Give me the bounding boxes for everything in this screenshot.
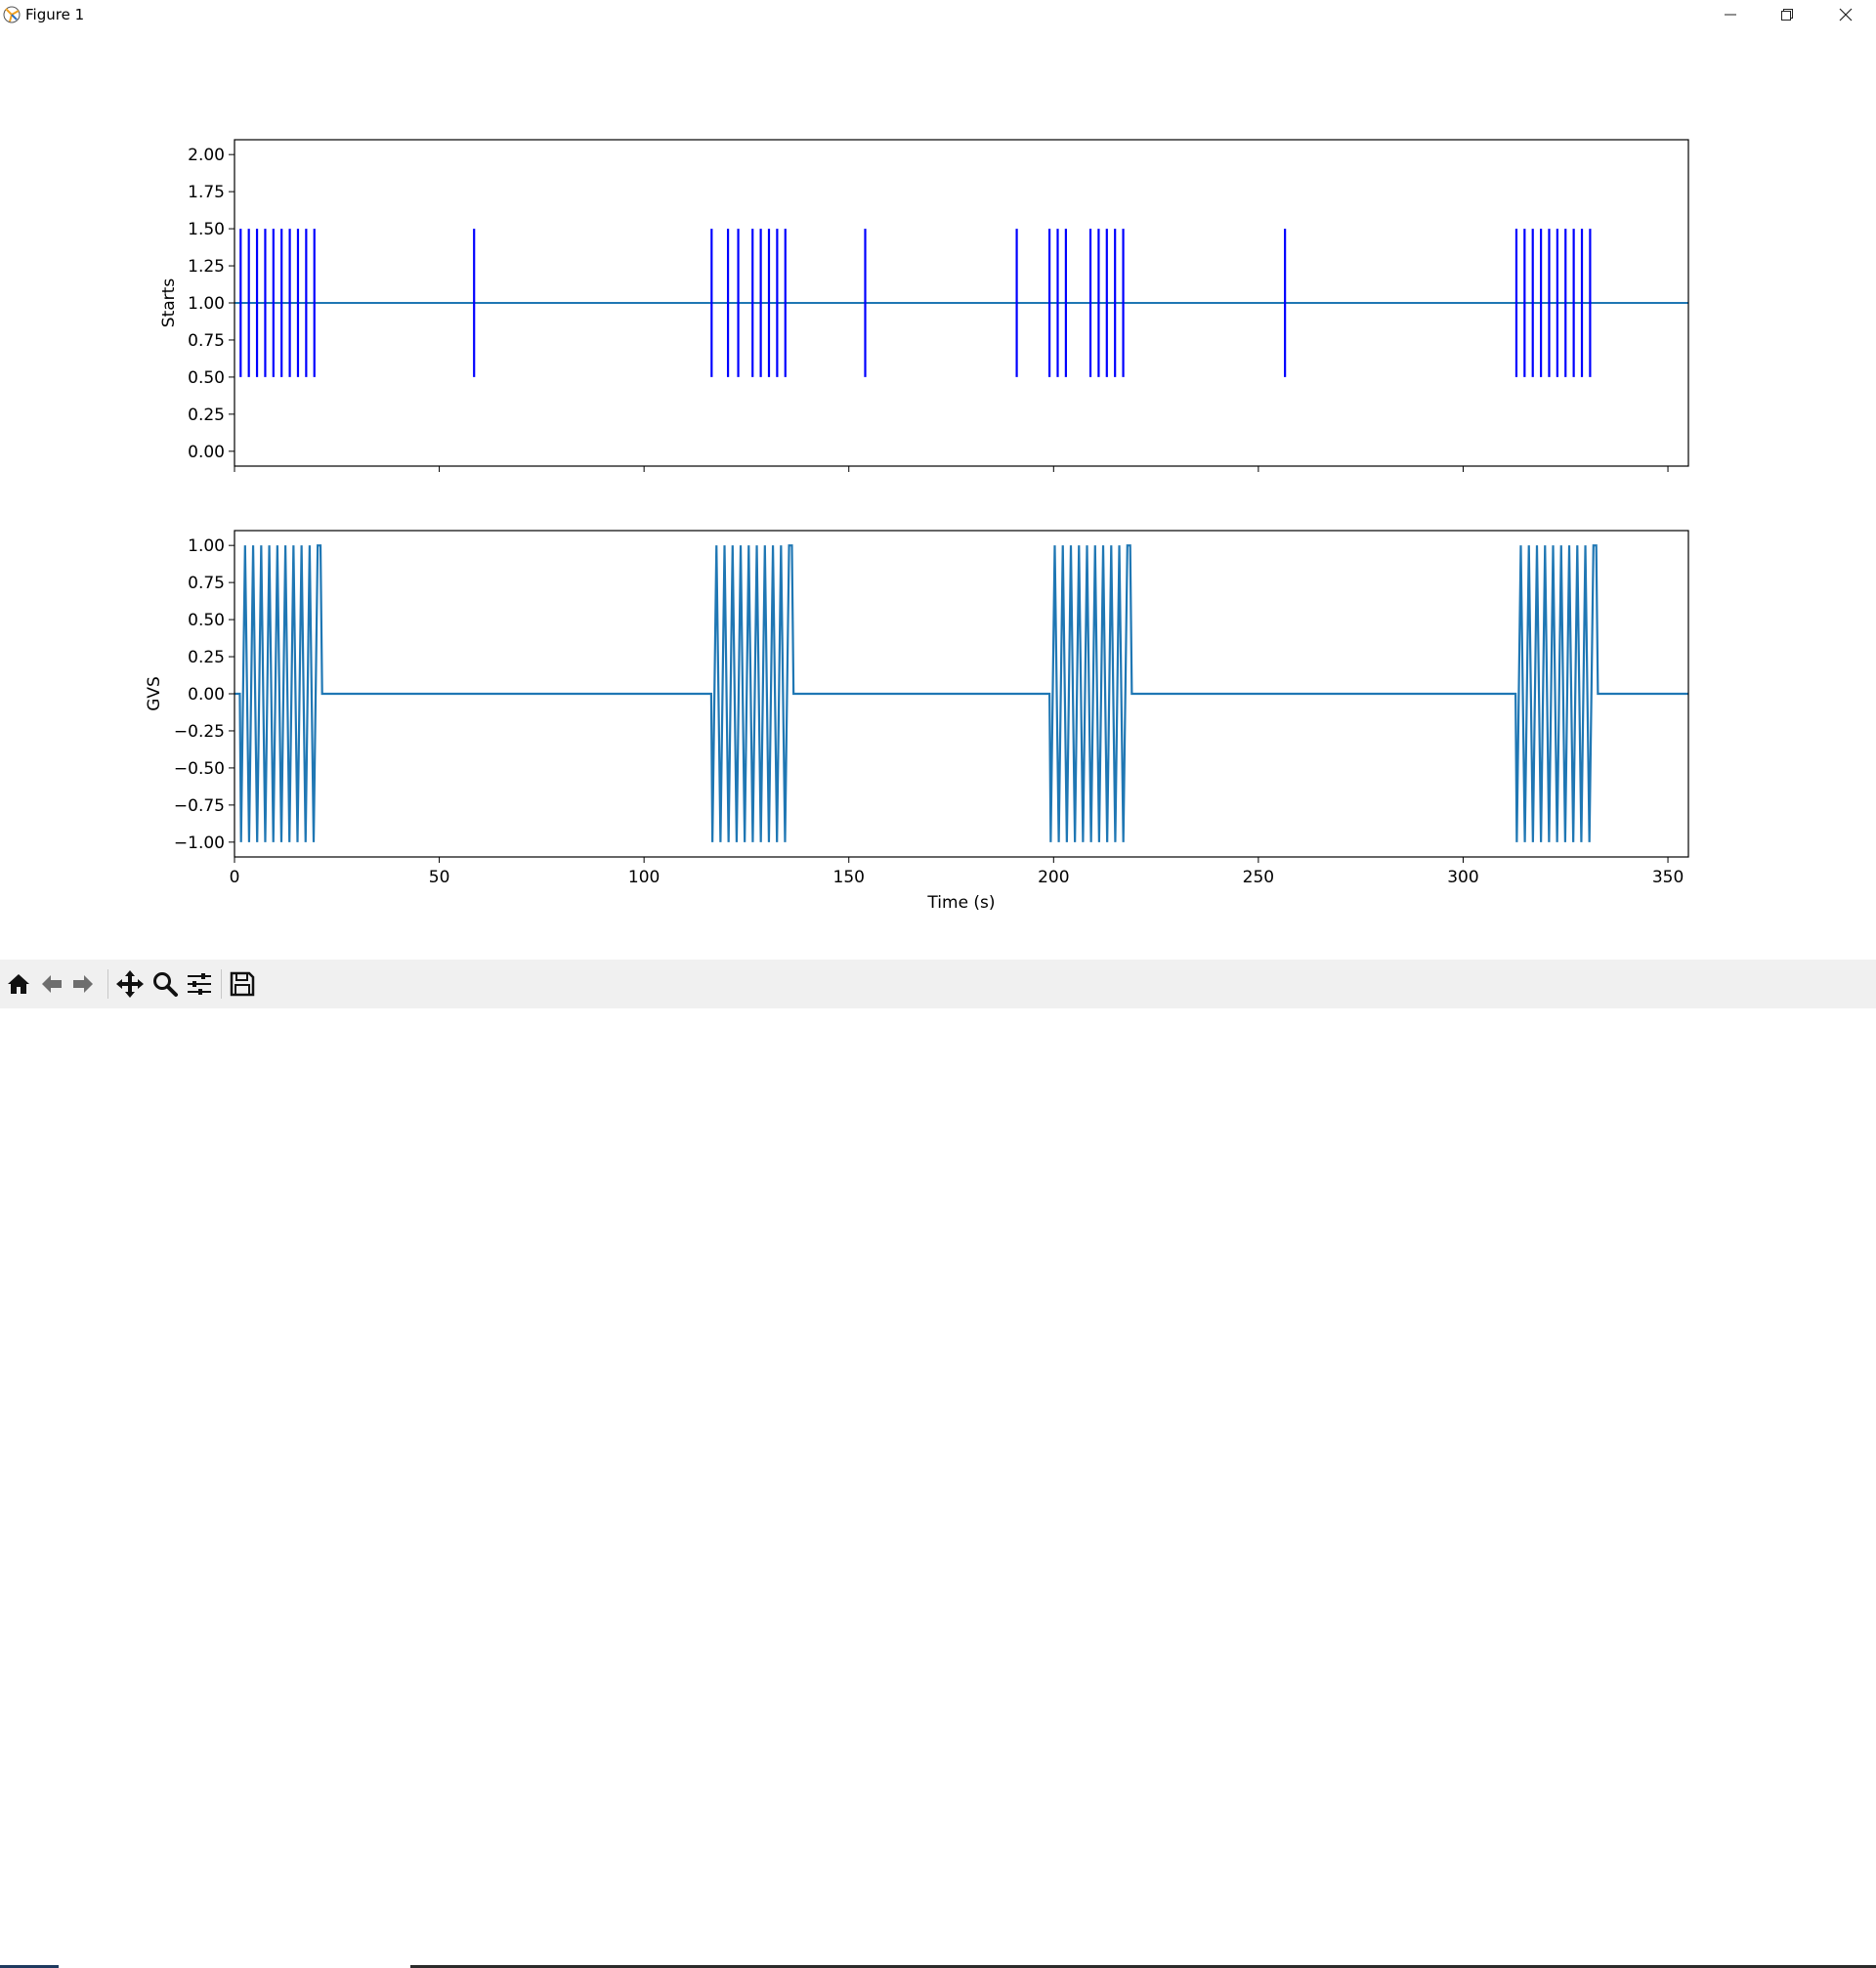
y-tick-label: 0.75	[188, 331, 225, 351]
y-tick-label: 0.00	[188, 685, 225, 705]
y-tick-label: −0.25	[174, 722, 225, 742]
configure-subplots-button[interactable]	[183, 967, 216, 1001]
y-tick-label: 0.50	[188, 611, 225, 630]
x-tick-label: 100	[628, 868, 660, 887]
x-axis-label: Time (s)	[926, 893, 995, 913]
toolbar-separator	[221, 969, 222, 999]
pan-button[interactable]	[113, 967, 147, 1001]
figure-canvas[interactable]: 0.00 0.25 0.50 0.75 1.00 1.25 1.50 1.75 2.00 Star…	[0, 29, 1876, 960]
back-icon	[42, 975, 62, 993]
pan-icon	[116, 970, 144, 998]
y-tick-label: −1.00	[174, 834, 225, 853]
y-tick-label: 1.00	[188, 536, 225, 556]
y-tick-label: 0.00	[188, 443, 225, 462]
toolbar-separator	[107, 969, 108, 999]
x-tick-label: 0	[230, 868, 240, 887]
y-tick-label: 2.00	[188, 146, 225, 165]
y-tick-label: 1.25	[188, 257, 225, 277]
close-button[interactable]	[1817, 0, 1874, 29]
zoom-button[interactable]	[149, 967, 182, 1001]
restore-button[interactable]	[1759, 0, 1815, 29]
figure-svg: 0.00 0.25 0.50 0.75 1.00 1.25 1.50 1.75 2.00 Star…	[145, 139, 1689, 913]
forward-button[interactable]	[66, 967, 100, 1001]
starts-axes: 0.00 0.25 0.50 0.75 1.00 1.25 1.50 1.75 2.00 Star…	[159, 139, 1689, 472]
minimize-icon	[1725, 14, 1736, 16]
gvs-series-line	[234, 544, 1688, 842]
plot-area	[234, 229, 1688, 377]
x-tick-label: 50	[429, 868, 450, 887]
gvs-axes: −1.00 −0.75 −0.50 −0.25 0.00 0.25 0.50 0.75 1.00…	[145, 530, 1689, 913]
x-tick-label: 300	[1447, 868, 1478, 887]
y-tick-label: 0.25	[188, 648, 225, 667]
y-tick-label: 1.00	[188, 294, 225, 314]
home-icon	[8, 974, 29, 994]
forward-icon	[73, 975, 93, 993]
y-tick-label: 1.75	[188, 183, 225, 202]
back-button[interactable]	[35, 967, 68, 1001]
y-tick-label: 0.25	[188, 406, 225, 425]
minimize-button[interactable]	[1702, 0, 1759, 29]
close-icon	[1839, 8, 1853, 21]
x-tick-label: 350	[1652, 868, 1684, 887]
zoom-icon	[153, 972, 178, 997]
restore-icon	[1781, 9, 1793, 21]
title-bar: Figure 1	[0, 0, 1876, 29]
y-tick-label: 0.75	[188, 574, 225, 593]
x-tick-label: 150	[833, 868, 865, 887]
x-tick-label: 250	[1243, 868, 1274, 887]
navigation-toolbar	[0, 960, 1876, 1968]
y-axis-label: GVS	[145, 676, 164, 711]
window-title: Figure 1	[25, 6, 85, 23]
app-icon	[3, 6, 21, 23]
y-tick-label: −0.50	[174, 759, 225, 779]
y-axis-label: Starts	[159, 278, 179, 328]
y-tick-label: 1.50	[188, 220, 225, 239]
plot-area	[234, 544, 1688, 842]
y-tick-label: 0.50	[188, 368, 225, 388]
x-tick-label: 200	[1038, 868, 1069, 887]
save-button[interactable]	[226, 967, 259, 1001]
y-tick-label: −0.75	[174, 796, 225, 816]
configure-subplots-icon	[188, 973, 211, 995]
home-button[interactable]	[2, 967, 35, 1001]
save-icon	[230, 971, 255, 997]
